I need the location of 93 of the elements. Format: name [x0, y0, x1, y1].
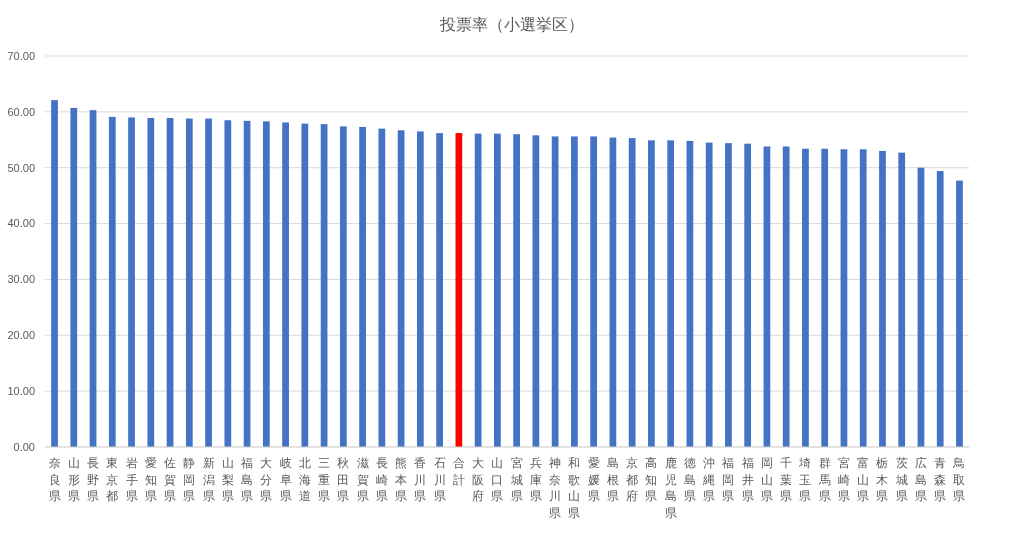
bar	[821, 148, 829, 447]
x-tick-label: 山形県	[67, 456, 80, 503]
bar	[224, 120, 232, 447]
bar	[205, 118, 212, 447]
x-tick-label: 沖縄県	[702, 456, 716, 503]
bar	[590, 136, 598, 447]
bar	[108, 116, 116, 447]
x-tick-label: 佐賀県	[164, 456, 177, 503]
x-tick-label: 北海道	[298, 456, 311, 503]
bar	[436, 133, 443, 447]
bar	[282, 122, 289, 447]
x-tick-label: 長崎県	[375, 456, 388, 503]
x-tick-label: 広島県	[914, 456, 927, 503]
bar	[513, 134, 520, 447]
x-tick-label: 愛知県	[144, 456, 157, 503]
y-tick-label: 40.00	[7, 217, 35, 230]
bar	[128, 117, 135, 447]
x-tick-label: 合計	[452, 456, 465, 487]
x-tick-label: 三重県	[318, 456, 331, 503]
bar	[898, 152, 906, 447]
x-tick-label: 高知県	[645, 456, 658, 503]
x-tick-label: 東京都	[106, 456, 119, 503]
x-tick-label: 岐阜県	[279, 456, 292, 503]
x-tick-label: 奈良県	[48, 456, 61, 503]
x-tick-label: 鹿児島県	[664, 456, 677, 520]
bar	[648, 140, 655, 447]
bar	[551, 136, 559, 447]
bar	[339, 126, 347, 447]
x-tick-label: 長野県	[87, 456, 100, 503]
x-tick-label: 福岡県	[722, 456, 735, 503]
x-tick-label: 大阪府	[472, 456, 485, 503]
x-tick-label: 京都府	[626, 456, 639, 503]
x-tick-label: 岡山県	[760, 456, 773, 503]
x-tick-label: 鳥取県	[952, 456, 966, 503]
x-tick-label: 香川県	[414, 456, 427, 503]
bar	[744, 143, 752, 447]
x-tick-label: 熊本県	[395, 456, 408, 503]
x-tick-label: 島根県	[606, 456, 619, 503]
bar	[494, 133, 501, 447]
bar	[378, 128, 386, 447]
x-tick-label: 群馬県	[817, 456, 831, 503]
bar	[301, 123, 309, 447]
bar	[147, 118, 155, 447]
bar	[859, 149, 867, 447]
x-tick-label: 兵庫県	[529, 456, 542, 503]
x-tick-label: 宮崎県	[837, 456, 850, 503]
x-tick-label: 和歌山県	[568, 456, 581, 520]
bar	[956, 180, 963, 447]
y-tick-label: 0.00	[13, 440, 35, 453]
x-tick-label: 福井県	[741, 456, 754, 503]
bar	[51, 100, 58, 447]
x-tick-label: 滋賀県	[356, 456, 369, 503]
bar	[936, 171, 944, 447]
x-tick-label: 石川県	[433, 456, 446, 503]
bar	[70, 107, 78, 447]
x-tick-label: 大分県	[260, 456, 273, 503]
x-tick-label: 栃木県	[876, 456, 889, 503]
bar	[782, 146, 790, 447]
x-tick-label: 青森県	[934, 456, 947, 503]
x-tick-label: 福島県	[241, 456, 254, 503]
bar	[667, 140, 675, 447]
y-tick-label: 60.00	[7, 105, 35, 118]
bar	[705, 142, 713, 447]
bar	[455, 133, 463, 447]
x-tick-label: 静岡県	[183, 456, 196, 503]
x-tick-label: 富山県	[857, 456, 870, 503]
y-tick-label: 20.00	[7, 329, 35, 342]
bar	[185, 118, 193, 447]
chart-title: 投票率（小選挙区）	[439, 16, 584, 33]
bar	[359, 126, 366, 447]
x-tick-label: 新潟県	[202, 456, 215, 503]
bar	[262, 121, 270, 447]
y-tick-label: 30.00	[7, 273, 35, 286]
x-tick-label: 山梨県	[221, 456, 234, 503]
bar	[725, 143, 732, 447]
bar	[571, 136, 578, 447]
x-tick-label: 愛媛県	[587, 456, 600, 503]
x-tick-label: 茨城県	[894, 456, 908, 503]
bar	[416, 131, 424, 447]
x-tick-label: 神奈川県	[549, 456, 562, 520]
y-tick-label: 10.00	[7, 384, 35, 397]
bar	[879, 150, 886, 447]
x-tick-label: 秋田県	[337, 456, 350, 503]
x-tick-label: 山口県	[491, 456, 504, 503]
x-tick-label: 徳島県	[683, 456, 696, 503]
y-tick-label: 70.00	[7, 49, 35, 62]
bar	[628, 138, 636, 447]
y-tick-label: 50.00	[7, 161, 35, 174]
bar	[802, 148, 809, 447]
x-tick-label: 埼玉県	[798, 456, 812, 503]
x-tick-label: 千葉県	[780, 456, 793, 503]
x-tick-label: 岩手県	[125, 456, 138, 503]
x-tick-label: 宮城県	[509, 456, 523, 503]
